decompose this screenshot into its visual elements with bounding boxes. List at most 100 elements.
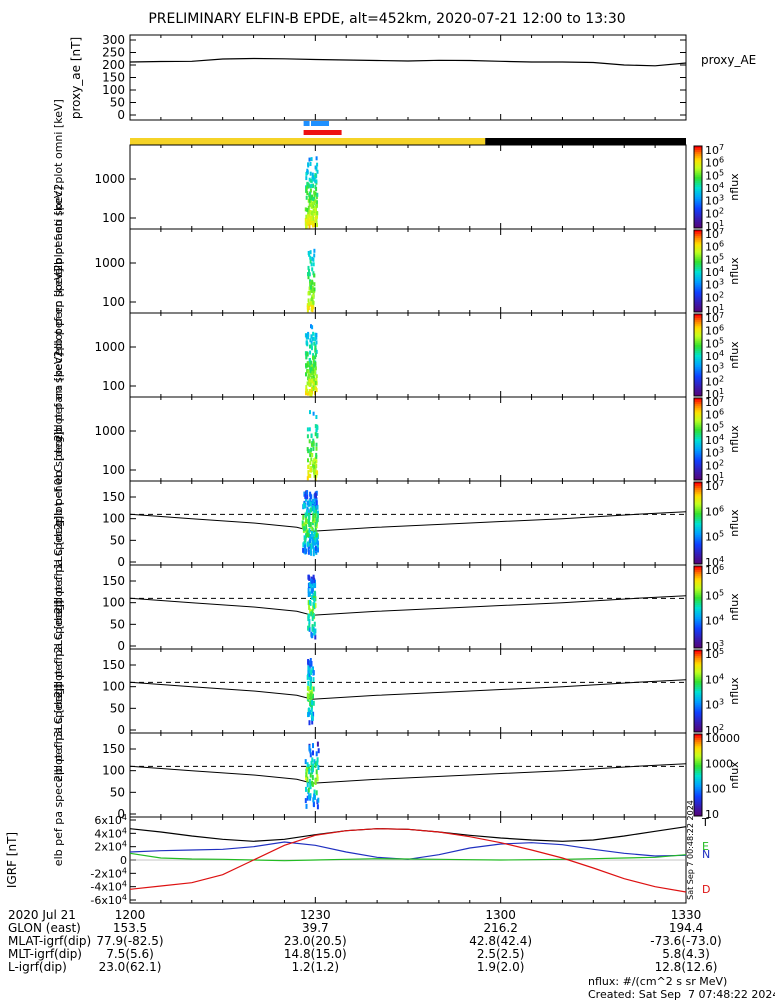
colorbar-label: 102 xyxy=(705,723,724,737)
colorbar-label: 101 xyxy=(705,471,724,485)
loss-cone-line xyxy=(129,511,687,532)
colorbar-title: nflux xyxy=(728,761,741,789)
ytick-label: 50 xyxy=(110,533,125,547)
ytick-label: 1000 xyxy=(94,424,125,438)
colorbar-title: nflux xyxy=(728,677,741,705)
spectrogram-pixels xyxy=(306,248,316,313)
ytick-label: 100 xyxy=(102,211,125,225)
colorbar-frame xyxy=(693,481,703,565)
igrf-legend-T: T xyxy=(701,816,709,829)
igrf-line-D xyxy=(129,828,687,893)
igrf-line-E xyxy=(129,852,687,862)
ytick-label: 50 xyxy=(110,785,125,799)
colorbar xyxy=(694,482,702,565)
colorbar-label: 103 xyxy=(705,278,724,292)
igrf-legend-D: D xyxy=(702,883,710,896)
status-bar-yellow xyxy=(130,138,486,145)
loss-cone-line xyxy=(129,763,687,784)
proxy-ae-line xyxy=(129,57,687,67)
panel-frame xyxy=(129,228,687,314)
proxy-legend: proxy_AE xyxy=(701,53,756,67)
xaxis-tick-value: 23.0(20.5) xyxy=(284,934,347,948)
xaxis-tick-value: 14.8(15.0) xyxy=(284,947,347,961)
xaxis-tick-value: 194.4 xyxy=(669,921,703,935)
colorbar-title: nflux xyxy=(728,257,741,285)
ytick-label: 0 xyxy=(117,639,125,653)
xaxis-tick-value: 1.9(2.0) xyxy=(477,960,525,974)
proxy-ytick-label: 100 xyxy=(102,83,125,97)
colorbar-label: 103 xyxy=(705,639,724,653)
xaxis-row-label: 2020 Jul 21 xyxy=(8,908,76,922)
colorbar-label: 104 xyxy=(705,672,724,686)
spectrogram-pixels xyxy=(304,741,320,810)
spectrogram-pixels xyxy=(301,490,319,557)
panel-frame xyxy=(129,480,687,566)
panel-ylabel: elb pef pa spec2plot ch0LC [deg] xyxy=(52,432,65,614)
proxy-panel-frame xyxy=(129,34,687,121)
colorbar xyxy=(694,314,702,397)
status-bar-black xyxy=(485,138,686,145)
colorbar-label: 104 xyxy=(705,433,724,447)
footer-units: nflux: #/(cm^2 s sr MeV) xyxy=(588,975,728,988)
ytick-label: 100 xyxy=(102,379,125,393)
igrf-ytick-label: 6x104 xyxy=(94,813,127,827)
ytick-label: 100 xyxy=(102,463,125,477)
panel-ylabel: elb pef en spec2plot omni [keV] xyxy=(52,99,65,275)
footer-created: Created: Sat Sep 7 07:48:22 2024 xyxy=(588,988,775,1001)
xaxis-tick-value: 42.8(42.4) xyxy=(469,934,532,948)
colorbar-frame xyxy=(693,733,703,817)
xaxis-tick-value: 1.2(1.2) xyxy=(292,960,340,974)
colorbar-label: 105 xyxy=(705,420,724,434)
proxy-ytick-label: 150 xyxy=(102,71,125,85)
colorbar-title: nflux xyxy=(728,593,741,621)
colorbar-label: 105 xyxy=(705,336,724,350)
colorbar-label: 107 xyxy=(705,395,724,409)
ytick-label: 0 xyxy=(117,555,125,569)
ytick-label: 100 xyxy=(102,764,125,778)
xaxis-tick-value: 1200 xyxy=(115,908,146,922)
xaxis-tick-value: 12.8(12.6) xyxy=(655,960,718,974)
colorbar xyxy=(694,734,702,817)
colorbar-label: 102 xyxy=(705,458,724,472)
panel-frame xyxy=(129,312,687,398)
colorbar-label: 100 xyxy=(705,783,726,796)
colorbar-label: 105 xyxy=(705,530,724,544)
colorbar-label: 105 xyxy=(705,168,724,182)
colorbar-label: 106 xyxy=(705,324,724,338)
colorbar-label: 105 xyxy=(705,252,724,266)
colorbar-frame xyxy=(693,649,703,733)
proxy-ytick-label: 50 xyxy=(110,96,125,110)
ytick-label: 100 xyxy=(102,680,125,694)
colorbar-frame xyxy=(693,229,703,313)
colorbar-label: 1000 xyxy=(705,757,733,770)
xaxis-tick-value: 1230 xyxy=(300,908,331,922)
colorbar-label: 107 xyxy=(705,227,724,241)
spectrogram-pixels xyxy=(304,156,319,229)
colorbar-label: 10000 xyxy=(705,732,740,745)
colorbar-label: 103 xyxy=(705,446,724,460)
colorbar xyxy=(694,230,702,313)
xaxis-row-label: L-igrf(dip) xyxy=(8,960,67,974)
colorbar-label: 103 xyxy=(705,362,724,376)
colorbar xyxy=(694,650,702,733)
colorbar-label: 104 xyxy=(705,614,724,628)
colorbar-label: 101 xyxy=(705,303,724,317)
colorbar-label: 104 xyxy=(705,265,724,279)
colorbar-label: 101 xyxy=(705,219,724,233)
ytick-label: 100 xyxy=(102,512,125,526)
loss-cone-line xyxy=(129,595,687,616)
ytick-label: 1000 xyxy=(94,256,125,270)
colorbar-label: 102 xyxy=(705,374,724,388)
xaxis-tick-value: 5.8(4.3) xyxy=(662,947,710,961)
colorbar-label: 102 xyxy=(705,206,724,220)
colorbar-label: 104 xyxy=(705,555,724,569)
colorbar-label: 10 xyxy=(705,808,719,821)
xaxis-tick-value: 39.7 xyxy=(302,921,329,935)
ytick-label: 100 xyxy=(102,295,125,309)
panel-ylabel: elb pef en spec2plot perp [keV] xyxy=(52,268,65,441)
proxy-ytick-label: 200 xyxy=(102,58,125,72)
ytick-label: 100 xyxy=(102,596,125,610)
colorbar-frame xyxy=(693,565,703,649)
